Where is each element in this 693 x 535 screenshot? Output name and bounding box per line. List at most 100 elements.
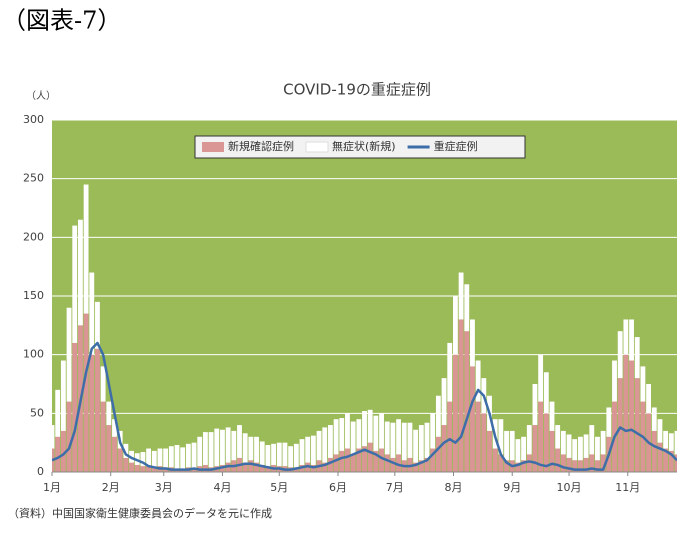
bar-segment: [470, 366, 475, 472]
bar-segment: [106, 401, 112, 426]
bar-segment: [208, 432, 214, 468]
bar-segment: [634, 378, 640, 472]
bar-segment: [629, 360, 634, 472]
bar-segment: [498, 419, 504, 455]
bar-segment: [52, 425, 55, 449]
bar-segment: [316, 430, 322, 461]
bar-segment: [384, 421, 390, 455]
bar-segment: [560, 430, 566, 455]
bar-segment: [157, 448, 163, 467]
bar-segment: [350, 454, 356, 472]
bar-segment: [447, 401, 453, 472]
bar-segment: [441, 425, 447, 472]
bar-segment: [623, 354, 629, 472]
bar-segment: [606, 407, 612, 437]
legend-box: [194, 135, 526, 159]
bar-segment: [367, 442, 373, 472]
bar-segment: [413, 429, 419, 463]
source-note: （資料）中国国家衛生健康委員会のデータを元に作成: [8, 506, 272, 520]
bar-segment: [305, 436, 311, 463]
bar-segment: [543, 413, 549, 472]
bar-segment: [390, 422, 396, 458]
bar-segment: [515, 462, 521, 472]
bar-segment: [674, 430, 677, 455]
legend: 新規確認症例 無症状(新規) 重症症例: [194, 135, 526, 159]
bar-segment: [345, 413, 350, 449]
bar-segment: [356, 448, 362, 472]
bar-segment: [242, 462, 248, 472]
legend-label: 新規確認症例: [228, 139, 294, 153]
bar-segment: [521, 436, 527, 461]
bar-segment: [458, 319, 464, 472]
bar-segment: [265, 445, 271, 467]
legend-swatch: [305, 141, 329, 153]
bar-segment: [464, 284, 470, 332]
bar-segment: [333, 419, 339, 455]
bar-segment: [60, 430, 66, 472]
bar-segment: [424, 422, 430, 458]
bar-segment: [555, 425, 561, 449]
bar-segment: [259, 441, 265, 465]
bar-segment: [646, 384, 652, 414]
bar-segment: [475, 401, 481, 472]
chart-title: COVID-19の重症症例: [283, 81, 431, 99]
bar-segment: [362, 410, 367, 447]
bar-segment: [89, 354, 95, 472]
bar-segment: [595, 436, 600, 461]
bar-segment: [373, 415, 379, 451]
plot-marks: [52, 184, 677, 472]
bar-segment: [623, 319, 629, 355]
bar-segment: [100, 366, 106, 402]
bar-segment: [447, 342, 453, 402]
y-tick-label: 200: [23, 230, 44, 243]
bar-segment: [327, 425, 333, 458]
bar-segment: [526, 425, 532, 455]
legend-label: 無症状(新規): [332, 139, 396, 153]
bar-segment: [259, 464, 265, 472]
bar-segment: [634, 337, 640, 379]
bar-segment: [72, 225, 78, 343]
bar-segment: [225, 427, 231, 463]
bar-segment: [282, 442, 288, 467]
bar-segment: [123, 443, 129, 458]
bar-segment: [504, 460, 509, 472]
bar-segment: [430, 448, 436, 472]
x-tick-label: 2月: [102, 481, 120, 494]
bar-segment: [657, 419, 663, 443]
x-tick-label: 6月: [329, 481, 347, 494]
bar-segment: [112, 436, 117, 472]
bar-segment: [390, 457, 396, 472]
bar-segment: [367, 409, 373, 443]
bar-segment: [538, 354, 544, 402]
bar-segment: [384, 454, 390, 472]
bar-segment: [617, 331, 623, 379]
y-tick-label: 300: [23, 113, 44, 126]
bar-segment: [470, 319, 475, 367]
bar-segment: [543, 372, 549, 414]
bar-segment: [538, 401, 544, 472]
bar-segment: [430, 413, 436, 449]
bar-segment: [475, 360, 481, 402]
bar-segment: [293, 443, 299, 468]
bar-segment: [106, 425, 112, 472]
bar-segment: [322, 462, 328, 472]
bar-segment: [220, 429, 225, 465]
x-tick-label: 9月: [503, 481, 521, 494]
x-tick-label: 10月: [557, 481, 582, 494]
bar-segment: [95, 348, 100, 472]
bar-segment: [276, 442, 282, 467]
bar-segment: [362, 446, 367, 472]
bar-segment: [379, 413, 384, 449]
bar-segment: [174, 445, 180, 469]
bar-segment: [151, 467, 157, 472]
bar-segment: [560, 454, 566, 472]
bar-segment: [310, 435, 316, 465]
bar-segment: [333, 454, 339, 472]
bar-segment: [151, 450, 157, 468]
bar-segment: [146, 466, 152, 472]
bar-segment: [617, 378, 623, 472]
bar-segment: [612, 360, 617, 402]
x-tick-label: 1月: [43, 481, 61, 494]
legend-label: 重症症例: [434, 139, 478, 153]
bar-segment: [663, 448, 669, 472]
